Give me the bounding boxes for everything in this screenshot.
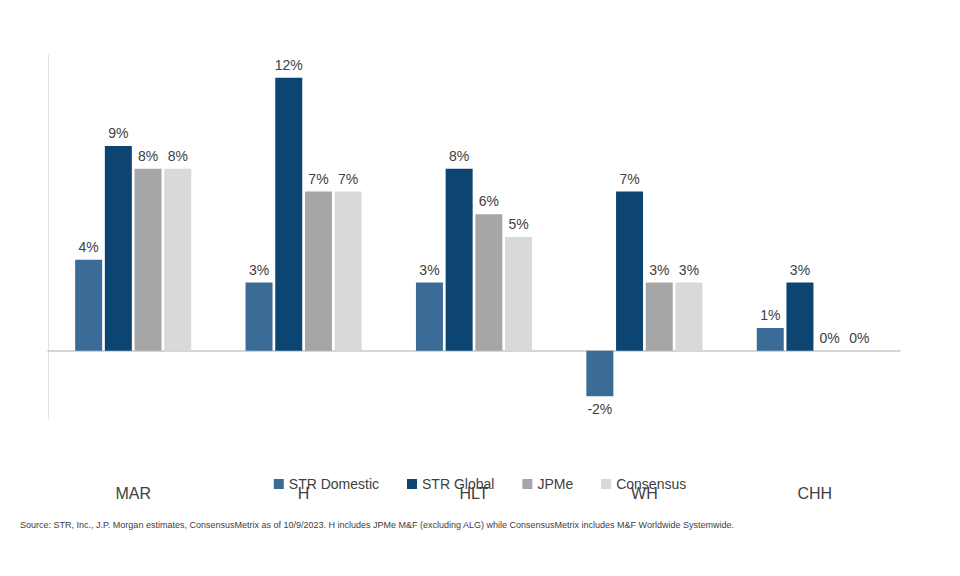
svg-text:0%: 0%	[849, 330, 869, 346]
svg-text:3%: 3%	[419, 262, 439, 278]
svg-text:8%: 8%	[138, 148, 158, 164]
svg-text:WH: WH	[631, 484, 658, 502]
svg-text:12%: 12%	[275, 57, 303, 73]
svg-text:Consensus: Consensus	[616, 476, 686, 492]
svg-text:Source: STR, Inc., J.P. Morgan: Source: STR, Inc., J.P. Morgan estimates…	[20, 520, 734, 530]
svg-text:7%: 7%	[619, 171, 639, 187]
svg-text:STR Global: STR Global	[422, 476, 494, 492]
svg-text:5%: 5%	[508, 216, 528, 232]
svg-text:3%: 3%	[790, 262, 810, 278]
svg-text:STR Domestic: STR Domestic	[289, 476, 379, 492]
svg-text:HLT: HLT	[459, 484, 489, 502]
svg-text:1%: 1%	[760, 307, 780, 323]
svg-text:-2%: -2%	[587, 401, 612, 417]
svg-text:0%: 0%	[820, 330, 840, 346]
svg-text:3%: 3%	[249, 262, 269, 278]
svg-text:7%: 7%	[308, 171, 328, 187]
svg-text:8%: 8%	[449, 148, 469, 164]
svg-text:9%: 9%	[108, 125, 128, 141]
svg-text:6%: 6%	[479, 193, 499, 209]
svg-text:3%: 3%	[649, 262, 669, 278]
svg-text:7%: 7%	[338, 171, 358, 187]
svg-text:JPMe: JPMe	[537, 476, 573, 492]
svg-text:CHH: CHH	[797, 485, 832, 502]
svg-text:3%: 3%	[679, 262, 699, 278]
svg-text:8%: 8%	[168, 148, 188, 164]
svg-text:4%: 4%	[79, 239, 99, 255]
svg-text:MAR: MAR	[115, 485, 151, 502]
svg-text:H: H	[297, 484, 310, 502]
